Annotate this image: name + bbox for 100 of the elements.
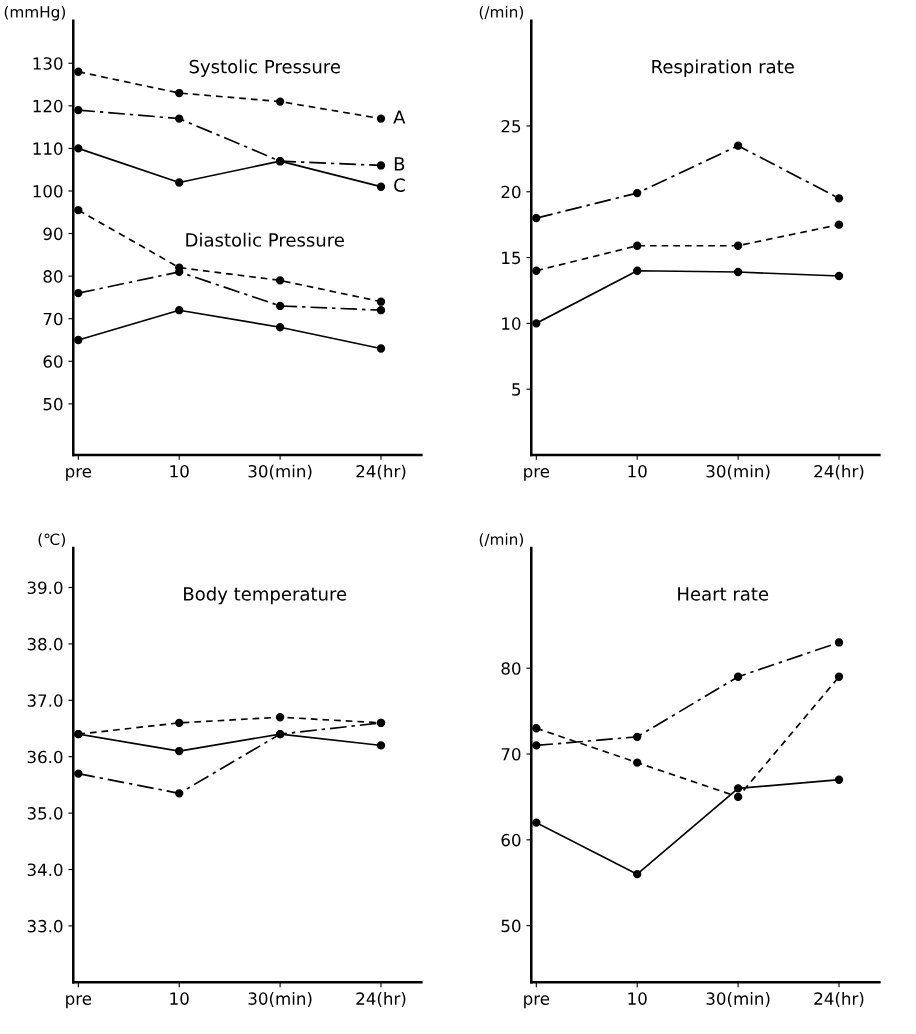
text: Body temperature bbox=[184, 586, 347, 605]
x-tick-label: 30(min) bbox=[706, 464, 770, 480]
point bbox=[532, 213, 541, 223]
y-axis-title: (/min) bbox=[479, 5, 524, 20]
point bbox=[376, 297, 386, 306]
point bbox=[532, 818, 541, 827]
annotation: Diastolic Pressure bbox=[186, 232, 344, 247]
point bbox=[175, 746, 184, 756]
point bbox=[733, 672, 743, 681]
point bbox=[633, 732, 642, 742]
x-tick-label: pre bbox=[524, 468, 550, 481]
y-tick-label: 130 bbox=[33, 57, 63, 70]
y-tick-label: 80 bbox=[43, 270, 63, 283]
y-tick-label: 20 bbox=[501, 185, 521, 199]
point bbox=[834, 220, 844, 229]
y-tick-label: 90 bbox=[43, 227, 63, 241]
point bbox=[74, 769, 83, 778]
y-tick-label: 70 bbox=[43, 312, 63, 326]
y-tick-label: 50 bbox=[501, 919, 521, 933]
x-tick-label: 24(hr) bbox=[356, 464, 406, 480]
y-tick-label: 10 bbox=[502, 317, 521, 330]
point bbox=[733, 141, 743, 150]
x-tick-label: 10 bbox=[170, 992, 189, 1005]
point bbox=[74, 67, 83, 76]
y-axis-title: (℃) bbox=[38, 533, 65, 547]
point bbox=[633, 869, 642, 879]
text: Heart rate bbox=[678, 587, 769, 601]
point bbox=[633, 241, 642, 250]
point bbox=[532, 741, 541, 750]
point bbox=[376, 344, 386, 353]
point bbox=[733, 792, 743, 802]
point bbox=[275, 301, 285, 311]
point bbox=[175, 114, 184, 123]
point bbox=[376, 741, 386, 750]
point bbox=[834, 672, 844, 681]
text: Respiration rate bbox=[652, 59, 794, 77]
y-axis-title: (/min) bbox=[479, 533, 524, 547]
y-tick-label: 120 bbox=[33, 99, 63, 113]
point bbox=[275, 323, 285, 332]
y-tick-label: 110 bbox=[33, 142, 63, 155]
point bbox=[733, 267, 743, 277]
point bbox=[74, 105, 83, 115]
point bbox=[175, 789, 184, 798]
point bbox=[376, 161, 386, 170]
point bbox=[532, 724, 541, 733]
point bbox=[633, 188, 642, 198]
x-tick-label: 10 bbox=[170, 464, 189, 478]
point bbox=[275, 713, 285, 722]
point bbox=[733, 241, 743, 250]
text: Systolic Pressure bbox=[189, 59, 340, 77]
point bbox=[74, 335, 83, 345]
y-tick-label: 60 bbox=[43, 355, 63, 368]
y-tick-label: 70 bbox=[501, 747, 521, 761]
point bbox=[633, 758, 642, 767]
x-tick-label: 10 bbox=[628, 992, 647, 1005]
x-tick-label: 24(hr) bbox=[814, 464, 864, 480]
y-tick-label: 35.0 bbox=[27, 807, 63, 820]
point bbox=[633, 266, 642, 275]
point bbox=[275, 276, 285, 285]
x-tick-label: 30(min) bbox=[248, 992, 312, 1007]
y-tick-label: 5 bbox=[512, 383, 521, 396]
x-tick-label: 24(hr) bbox=[356, 992, 406, 1007]
point bbox=[74, 289, 83, 298]
point bbox=[532, 266, 541, 275]
y-tick-label: 38.0 bbox=[27, 637, 63, 651]
point bbox=[834, 775, 844, 784]
y-tick-label: 60 bbox=[501, 833, 521, 847]
x-tick-label: pre bbox=[66, 995, 92, 1009]
point bbox=[175, 88, 184, 98]
y-tick-label: 15 bbox=[502, 251, 521, 265]
point bbox=[834, 638, 844, 647]
point bbox=[532, 319, 541, 328]
point bbox=[74, 205, 83, 215]
x-tick-label: pre bbox=[524, 995, 550, 1009]
y-tick-label: 39.0 bbox=[27, 581, 63, 595]
x-tick-label: 30(min) bbox=[706, 992, 770, 1007]
y-tick-label: 33.0 bbox=[27, 919, 63, 933]
y-tick-label: 80 bbox=[501, 662, 521, 675]
series-label: A bbox=[393, 110, 406, 124]
x-tick-label: 24(hr) bbox=[814, 992, 864, 1007]
point bbox=[275, 97, 285, 106]
series-label: B bbox=[394, 157, 405, 171]
y-tick-label: 34.0 bbox=[27, 863, 63, 877]
point bbox=[834, 271, 844, 281]
x-tick-label: 30(min) bbox=[248, 464, 312, 480]
point bbox=[175, 718, 184, 728]
y-axis-title: (mmHg) bbox=[4, 5, 65, 21]
point bbox=[175, 178, 184, 187]
y-tick-label: 37.0 bbox=[27, 694, 63, 707]
point bbox=[74, 144, 83, 153]
point bbox=[376, 114, 386, 123]
series-label: C bbox=[394, 178, 405, 192]
y-tick-label: 36.0 bbox=[27, 750, 63, 764]
point bbox=[834, 194, 844, 203]
point bbox=[733, 784, 743, 793]
y-tick-label: 50 bbox=[43, 397, 63, 411]
point bbox=[376, 182, 386, 191]
x-tick-label: pre bbox=[66, 468, 92, 481]
y-tick-label: 100 bbox=[33, 184, 63, 198]
point bbox=[175, 306, 184, 315]
